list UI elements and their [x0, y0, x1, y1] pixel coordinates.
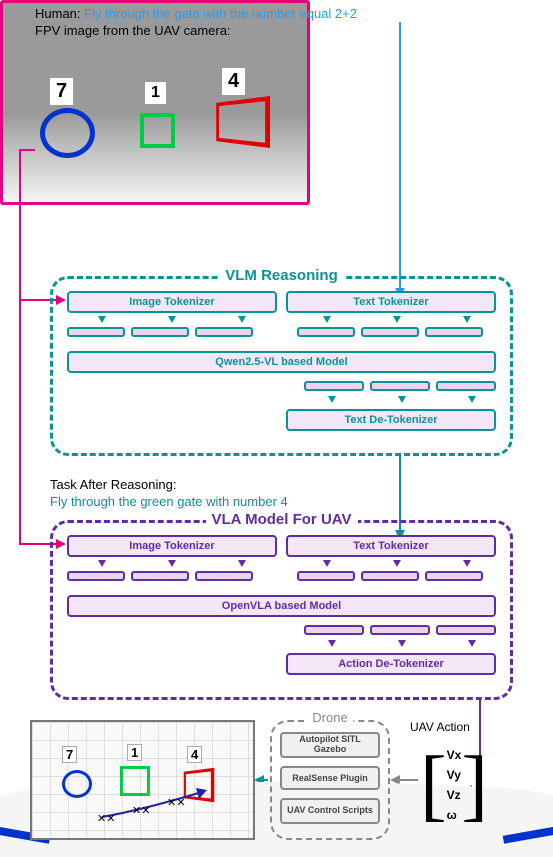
vlm-model: Qwen2.5-VL based Model: [67, 351, 496, 373]
vla-model-box: VLA Model For UAV Image Tokenizer Text T…: [50, 520, 513, 700]
arrow-icon: [468, 640, 476, 647]
vla-image-tokenizer: Image Tokenizer: [67, 535, 277, 557]
uav-action-vector: [ Vx Vy Vz ω ]: [420, 740, 480, 830]
sim-image: 7 1 4 ✕✕ ✕✕ ✕✕: [30, 720, 255, 840]
vlm-title: VLM Reasoning: [219, 267, 344, 284]
arrow-icon: [393, 560, 401, 567]
fpv-gate-green: [140, 113, 175, 148]
arrow-icon: [463, 560, 471, 567]
drone-icon: ✕✕: [97, 812, 115, 825]
trajectory-line: [32, 722, 253, 838]
arrow-icon: [168, 316, 176, 323]
vlm-image-tokenizer: Image Tokenizer: [67, 291, 277, 313]
fpv-gate-label-7: 7: [50, 78, 73, 105]
drone-icon: ✕✕: [167, 796, 185, 809]
task-after-label: Task After Reasoning:: [50, 477, 176, 492]
vla-title: VLA Model For UAV: [206, 511, 358, 528]
arrow-icon: [238, 560, 246, 567]
fpv-gate-label-4: 4: [222, 68, 245, 95]
vlm-reasoning-box: VLM Reasoning Image Tokenizer Text Token…: [50, 276, 513, 456]
vec-vx: Vx: [447, 748, 462, 762]
human-prompt-text: Fly through the gate with the number equ…: [84, 6, 357, 21]
arrow-icon: [328, 640, 336, 647]
bracket-left: [: [420, 749, 447, 821]
fpv-gate-label-1: 1: [145, 82, 166, 104]
uav-action-label: UAV Action: [410, 720, 470, 734]
fpv-gate-red: [216, 96, 270, 148]
fpv-gate-blue: [40, 108, 95, 158]
drone-item-realsense: RealSense Plugin: [280, 766, 380, 790]
vec-vz: Vz: [447, 788, 462, 802]
arrow-icon: [398, 640, 406, 647]
drone-box: Drone Autopilot SITL Gazebo RealSense Pl…: [270, 720, 390, 840]
arrow-icon: [323, 316, 331, 323]
task-after-text: Fly through the green gate with number 4: [50, 494, 288, 509]
vla-token-row-1: [67, 571, 483, 581]
vec-omega: ω: [447, 808, 462, 822]
drone-icon: ✕✕: [132, 804, 150, 817]
vlm-token-row-1: [67, 327, 483, 337]
drone-item-autopilot: Autopilot SITL Gazebo: [280, 732, 380, 758]
vla-detokenizer: Action De-Tokenizer: [286, 653, 496, 675]
arrow-icon: [398, 396, 406, 403]
arrow-icon: [328, 396, 336, 403]
vla-text-tokenizer: Text Tokenizer: [286, 535, 496, 557]
vla-model: OpenVLA based Model: [67, 595, 496, 617]
arrow-icon: [168, 560, 176, 567]
arrow-icon: [463, 316, 471, 323]
arrow-icon: [98, 316, 106, 323]
human-prompt-line: Human: Fly through the gate with the num…: [35, 6, 357, 21]
arrow-icon: [468, 396, 476, 403]
vlm-text-tokenizer: Text Tokenizer: [286, 291, 496, 313]
drone-item-scripts: UAV Control Scripts: [280, 798, 380, 824]
vla-token-row-2: [304, 625, 496, 635]
arrow-icon: [238, 316, 246, 323]
human-label: Human:: [35, 6, 84, 21]
arrow-icon: [393, 316, 401, 323]
vlm-token-row-2: [304, 381, 496, 391]
vlm-detokenizer: Text De-Tokenizer: [286, 409, 496, 431]
drone-title: Drone: [306, 710, 353, 725]
bracket-right: ]: [461, 749, 488, 821]
vec-vy: Vy: [447, 768, 462, 782]
arrow-icon: [98, 560, 106, 567]
fpv-caption: FPV image from the UAV camera:: [35, 23, 231, 38]
arrow-icon: [323, 560, 331, 567]
